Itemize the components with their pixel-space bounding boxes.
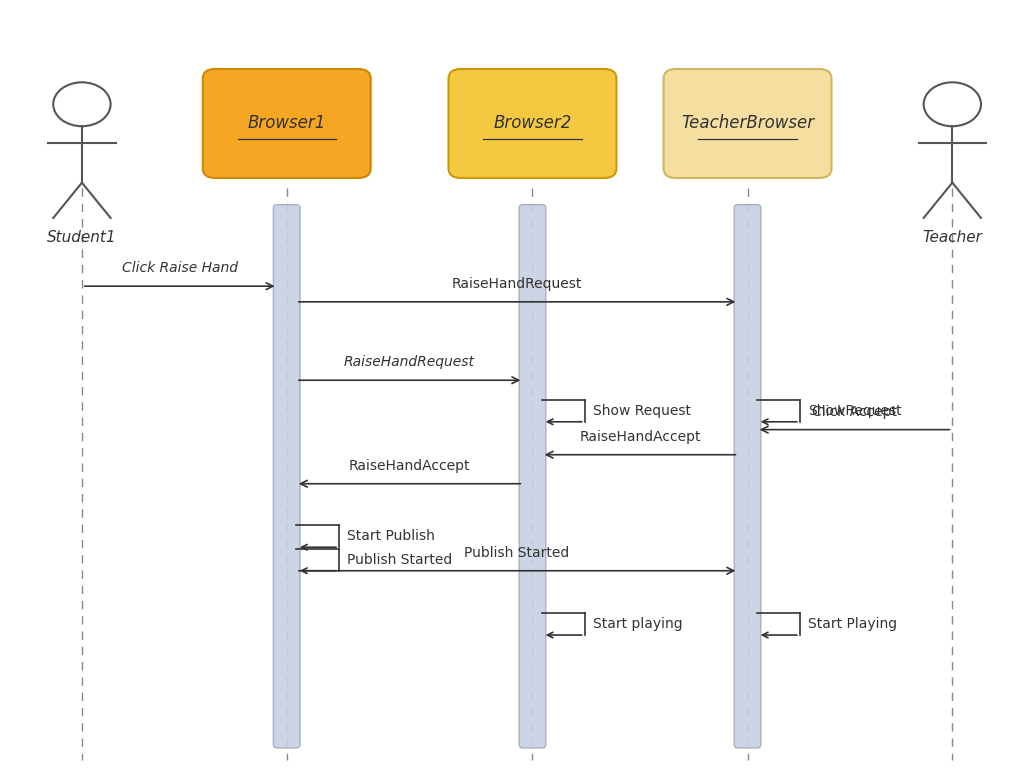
Text: RaiseHandRequest: RaiseHandRequest [452, 277, 583, 291]
FancyBboxPatch shape [734, 205, 761, 748]
Text: Click Raise Hand: Click Raise Hand [122, 261, 238, 275]
Text: RaiseHandAccept: RaiseHandAccept [580, 430, 700, 444]
Text: Start playing: Start playing [593, 617, 683, 631]
Text: Click Accept: Click Accept [812, 405, 897, 419]
FancyBboxPatch shape [519, 205, 546, 748]
FancyBboxPatch shape [449, 69, 616, 178]
Text: Publish Started: Publish Started [465, 546, 569, 560]
Text: Browser2: Browser2 [494, 114, 571, 132]
Text: RaiseHandAccept: RaiseHandAccept [349, 459, 470, 473]
Text: RaiseHandRequest: RaiseHandRequest [344, 355, 475, 369]
Text: TeacherBrowser: TeacherBrowser [681, 114, 814, 132]
Text: Browser1: Browser1 [248, 114, 326, 132]
Text: ShowRequest: ShowRequest [808, 404, 901, 418]
FancyBboxPatch shape [273, 205, 300, 748]
Text: Publish Started: Publish Started [347, 553, 453, 567]
FancyBboxPatch shape [664, 69, 831, 178]
FancyBboxPatch shape [203, 69, 371, 178]
Text: Start Playing: Start Playing [808, 617, 897, 631]
Text: Teacher: Teacher [923, 230, 982, 245]
Text: Show Request: Show Request [593, 404, 691, 418]
Text: Start Publish: Start Publish [347, 529, 435, 543]
Text: Student1: Student1 [47, 230, 117, 245]
